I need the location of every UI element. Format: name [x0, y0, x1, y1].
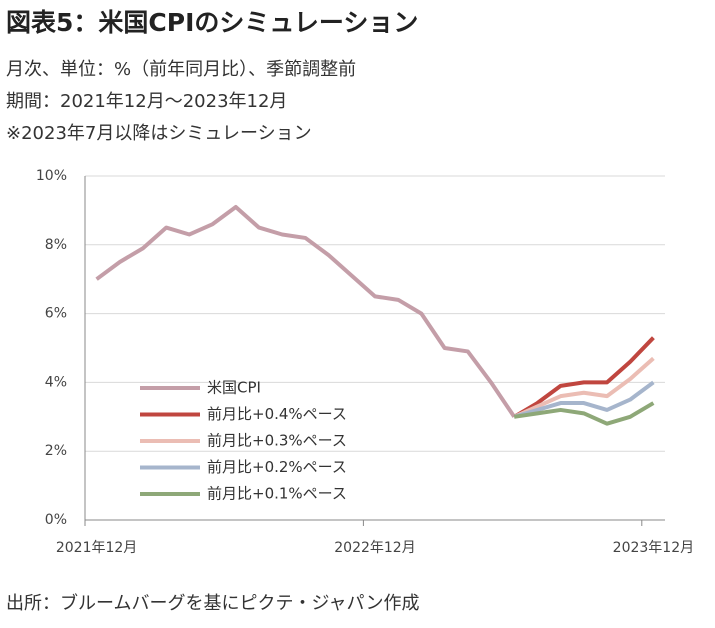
series-line [95, 204, 516, 418]
y-tick-label: 8% [45, 237, 67, 253]
series-line [513, 356, 655, 419]
y-tick-label: 4% [45, 374, 67, 390]
legend-label: 前月比+0.1%ペース [207, 485, 347, 503]
source: 出所：ブルームバーグを基にピクテ・ジャパン作成 [6, 592, 419, 614]
legend-label: 米国CPI [207, 379, 261, 397]
series-line [513, 336, 655, 419]
y-tick-label: 6% [45, 306, 67, 322]
legend-label: 前月比+0.3%ペース [207, 432, 347, 450]
y-tick-label: 0% [45, 512, 67, 528]
y-tick-label: 10% [36, 168, 67, 184]
legend-label: 前月比+0.2%ペース [207, 458, 347, 476]
subtitle: ※2023年7月以降はシミュレーション [6, 123, 312, 144]
subtitle: 月次、単位：%（前年同月比）、季節調整前 [6, 59, 356, 80]
series-line [513, 401, 655, 426]
x-tick-label: 2022年12月 [334, 540, 415, 556]
legend-label: 前月比+0.4%ペース [207, 405, 347, 423]
subtitle: 期間：2021年12月～2023年12月 [6, 91, 287, 112]
series-line [513, 380, 655, 419]
y-tick-label: 2% [45, 443, 67, 459]
chart-title: 図表5：米国CPIのシミュレーション [6, 8, 418, 37]
x-tick-label: 2021年12月 [56, 540, 137, 556]
x-tick-label: 2023年12月 [613, 540, 694, 556]
